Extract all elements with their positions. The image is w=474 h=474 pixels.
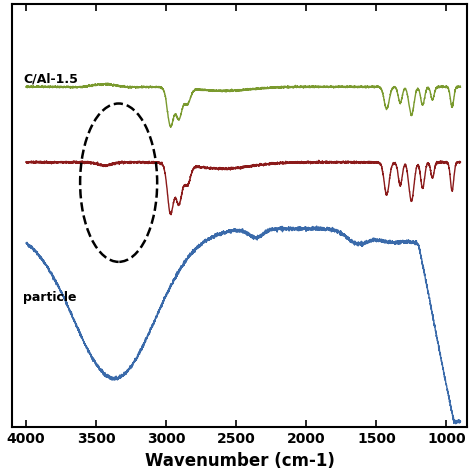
Text: particle: particle [23,292,77,304]
Text: C/Al-1.5: C/Al-1.5 [23,73,78,85]
X-axis label: Wavenumber (cm-1): Wavenumber (cm-1) [145,452,335,470]
